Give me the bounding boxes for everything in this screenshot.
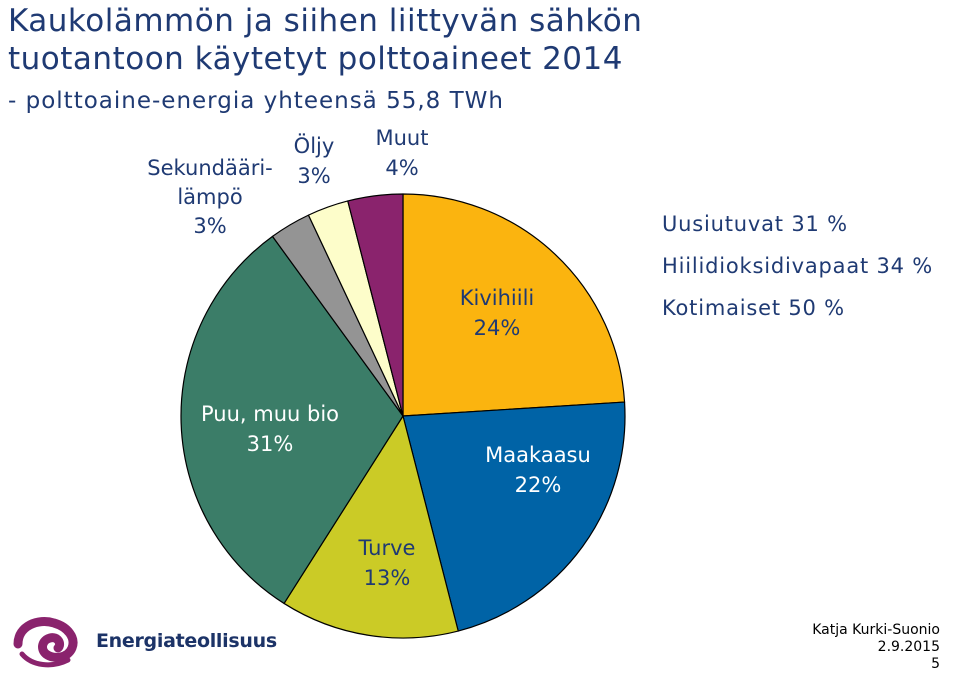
pie-label-puu-muu-bio: Puu, muu bio 31% [201,402,339,456]
stat-domestic: Kotimaiset 50 % [662,296,845,320]
footer-page-number: 5 [931,656,940,672]
page-subtitle: - polttoaine-energia yhteensä 55,8 TWh [8,88,504,114]
footer-date: 2.9.2015 [877,639,940,655]
pie-slice-muut [347,193,404,417]
pie-label-kivihiili: Kivihiili 24% [460,286,535,340]
slide-footer: Katja Kurki-Suonio 2.9.2015 5 [812,622,940,673]
stat-renewables: Uusiutuvat 31 % [662,212,848,236]
energiateollisuus-logo-icon [13,617,78,668]
title-line-2: tuotantoon käytetyt polttoaineet 2014 [8,41,623,77]
pie-slice-turve [283,415,459,639]
pie-slice-maakaasu [402,401,626,632]
stat-carbon-free: Hiilidioksidivapaat 34 % [662,254,934,278]
pie-label-sekundaarilampo: Sekundääri-lämpö 3% [147,156,273,238]
summary-stats: Uusiutuvat 31 % Hiilidioksidivapaat 34 %… [662,205,960,331]
pie-slice-puu-muu-bio [180,235,404,605]
pie-label-muut: Muut 4% [376,126,429,180]
pie-label-oljy: Öljy 3% [294,133,335,188]
pie-label-turve: Turve 13% [358,536,416,590]
title-line-1: Kaukolämmön ja siihen liittyvän sähkön [8,3,643,39]
pie-label-maakaasu: Maakaasu 22% [485,443,591,497]
energiateollisuus-logo: Energiateollisuus [12,614,277,670]
logo-text: Energiateollisuus [96,630,277,652]
pie-slice-kivihiili [402,193,626,417]
page-title: Kaukolämmön ja siihen liittyvän sähkön t… [8,2,642,78]
footer-author: Katja Kurki-Suonio [812,622,940,638]
